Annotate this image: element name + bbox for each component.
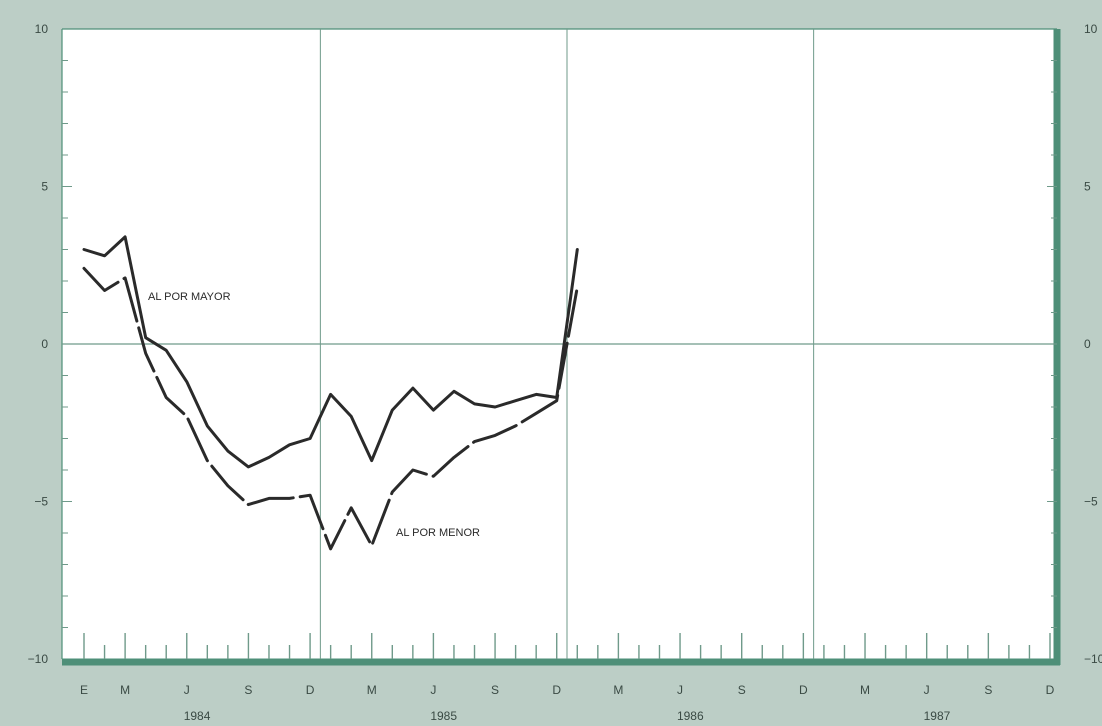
x-tick-label: D [552, 683, 561, 697]
x-tick-label: M [120, 683, 130, 697]
year-label: 1985 [430, 709, 457, 723]
series-line-1 [82, 266, 579, 551]
x-tick-label: M [860, 683, 870, 697]
year-label: 1986 [677, 709, 704, 723]
year-label: 1984 [184, 709, 211, 723]
series-label-menor: AL POR MENOR [396, 527, 480, 539]
x-tick-label: D [799, 683, 808, 697]
x-tick-label: D [1046, 683, 1055, 697]
y-tick-label-left: 10 [35, 22, 49, 36]
x-tick-label: S [491, 683, 499, 697]
series-lines [82, 235, 579, 551]
series-label-mayor: AL POR MAYOR [148, 291, 231, 303]
y-tick-label-right: −5 [1084, 495, 1098, 509]
series-line-0 [82, 235, 579, 469]
y-tick-label-right: 10 [1084, 22, 1098, 36]
y-tick-label-right: 5 [1084, 180, 1091, 194]
x-tick-label: M [367, 683, 377, 697]
x-tick-label: S [738, 683, 746, 697]
x-tick-label: M [613, 683, 623, 697]
x-tick-label: J [677, 683, 683, 697]
series-labels: AL POR MAYOR AL POR MENOR [148, 291, 480, 539]
y-tick-label-left: 5 [41, 180, 48, 194]
x-tick-label: J [924, 683, 930, 697]
axes: 10 10 5 5 0 0 −5 −5 −10 −10 E M J S D M J S D M J S D M J S D 1984 1… [28, 22, 1102, 723]
x-tick-label: E [80, 683, 88, 697]
x-tick-label: S [984, 683, 992, 697]
x-tick-label: S [244, 683, 252, 697]
y-tick-label-left: −5 [34, 495, 48, 509]
y-tick-label-right: 0 [1084, 337, 1091, 351]
year-label: 1987 [924, 709, 951, 723]
x-tick-label: D [306, 683, 315, 697]
x-tick-label: J [184, 683, 190, 697]
y-tick-label-left: 0 [41, 337, 48, 351]
x-tick-label: J [430, 683, 436, 697]
y-tick-label-right: −10 [1084, 652, 1102, 666]
y-tick-label-left: −10 [28, 652, 49, 666]
